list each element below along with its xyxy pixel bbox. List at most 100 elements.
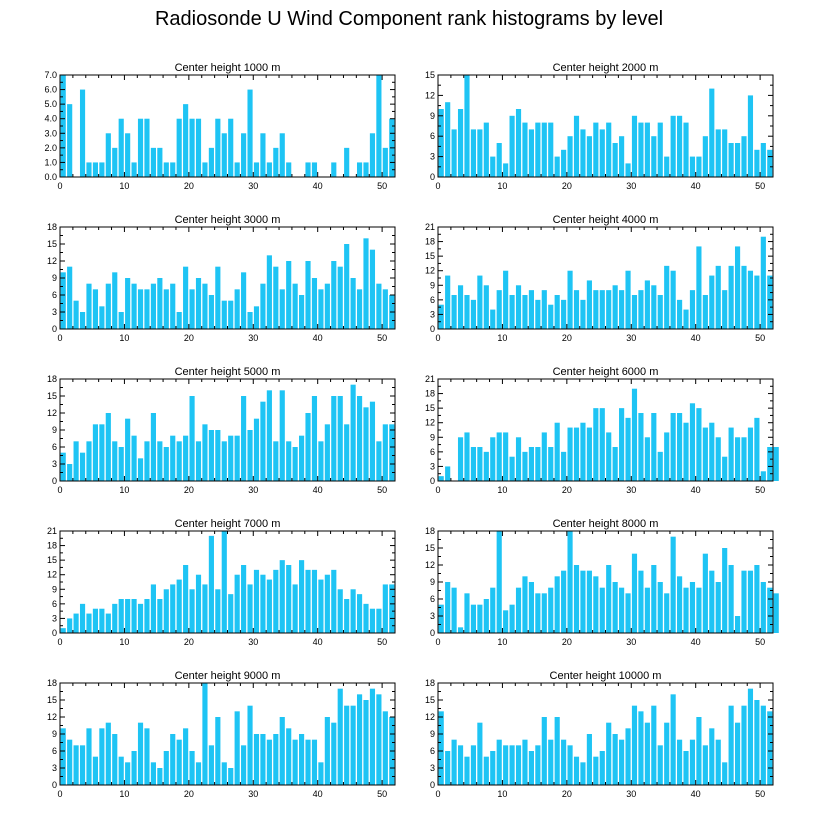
x-tick-label: 40 xyxy=(313,637,323,647)
bar xyxy=(548,304,554,329)
bar xyxy=(651,136,657,177)
bar xyxy=(535,593,541,633)
bar xyxy=(331,396,337,481)
bar xyxy=(528,290,534,329)
x-tick-label: 30 xyxy=(248,181,258,191)
bar xyxy=(369,401,376,481)
bar xyxy=(651,285,657,329)
bar xyxy=(318,579,324,633)
bar xyxy=(350,705,356,785)
bar xyxy=(554,422,560,481)
bar xyxy=(189,118,195,177)
x-tick-label: 50 xyxy=(377,485,387,495)
bar xyxy=(722,129,728,177)
bar xyxy=(477,275,483,329)
bar xyxy=(747,270,754,329)
bar xyxy=(150,147,156,177)
bar xyxy=(241,745,247,785)
y-tick-label: 9 xyxy=(52,729,57,739)
bar xyxy=(215,266,221,329)
bar xyxy=(567,427,573,481)
bar xyxy=(60,272,66,329)
bar xyxy=(279,717,285,785)
bar xyxy=(299,734,305,785)
bar xyxy=(573,565,580,633)
y-tick-label: 9 xyxy=(430,577,435,587)
y-tick-label: 12 xyxy=(425,418,435,428)
bar xyxy=(702,553,708,633)
bar xyxy=(503,270,509,329)
bar xyxy=(305,261,311,329)
bar xyxy=(515,587,522,633)
panel-title: Center height 3000 m xyxy=(175,214,281,226)
bar xyxy=(573,756,580,785)
bar xyxy=(73,300,79,329)
bar xyxy=(118,312,124,329)
bar xyxy=(369,249,376,329)
y-tick-label: 0 xyxy=(52,324,57,334)
bar xyxy=(273,734,279,785)
bar xyxy=(260,574,266,633)
y-tick-label: 7.0 xyxy=(44,70,57,80)
bar xyxy=(503,745,509,785)
bar xyxy=(503,432,509,481)
y-tick-label: 6 xyxy=(430,746,435,756)
bar xyxy=(112,147,118,177)
bar xyxy=(266,390,272,481)
bar xyxy=(664,432,670,481)
bar xyxy=(606,432,612,481)
bar xyxy=(438,476,444,481)
bar xyxy=(356,594,363,633)
bar xyxy=(677,739,683,785)
bar xyxy=(157,278,163,329)
bar xyxy=(586,427,592,481)
bar xyxy=(163,751,169,785)
bar xyxy=(324,283,330,329)
bar xyxy=(389,424,395,481)
bar xyxy=(677,299,683,329)
bar xyxy=(631,295,638,329)
bar xyxy=(638,570,644,633)
bar xyxy=(311,162,318,177)
bar xyxy=(741,570,747,633)
bar xyxy=(356,694,363,785)
bar xyxy=(522,295,528,329)
bar xyxy=(189,289,195,329)
bar xyxy=(599,290,605,329)
bar xyxy=(363,238,369,329)
bar xyxy=(644,437,650,481)
bar xyxy=(202,584,208,633)
bar xyxy=(593,756,599,785)
bar xyxy=(464,295,470,329)
bar xyxy=(292,447,298,481)
x-tick-label: 50 xyxy=(755,789,765,799)
bar xyxy=(112,603,118,633)
y-tick-label: 9 xyxy=(52,584,57,594)
bar xyxy=(215,430,221,481)
bar xyxy=(515,285,522,329)
bar xyxy=(580,129,586,177)
panel-title: Center height 1000 m xyxy=(175,62,281,74)
bar xyxy=(318,289,324,329)
bar xyxy=(754,149,760,177)
x-tick-label: 30 xyxy=(248,333,258,343)
y-tick-label: 18 xyxy=(47,374,57,384)
bar xyxy=(651,413,657,481)
bar xyxy=(189,396,195,481)
bar xyxy=(451,587,457,633)
bar xyxy=(266,579,272,633)
bar xyxy=(619,587,625,633)
bar xyxy=(509,295,515,329)
bar xyxy=(234,711,240,785)
panel-title: Center height 6000 m xyxy=(553,366,659,378)
y-tick-label: 15 xyxy=(47,391,57,401)
bar xyxy=(369,608,376,633)
bar xyxy=(176,739,182,785)
bar xyxy=(376,441,382,481)
bar xyxy=(79,745,86,785)
x-tick-label: 0 xyxy=(435,181,440,191)
bar xyxy=(728,265,734,329)
bar xyxy=(593,408,599,481)
y-tick-label: 15 xyxy=(425,251,435,261)
bar xyxy=(105,133,111,177)
